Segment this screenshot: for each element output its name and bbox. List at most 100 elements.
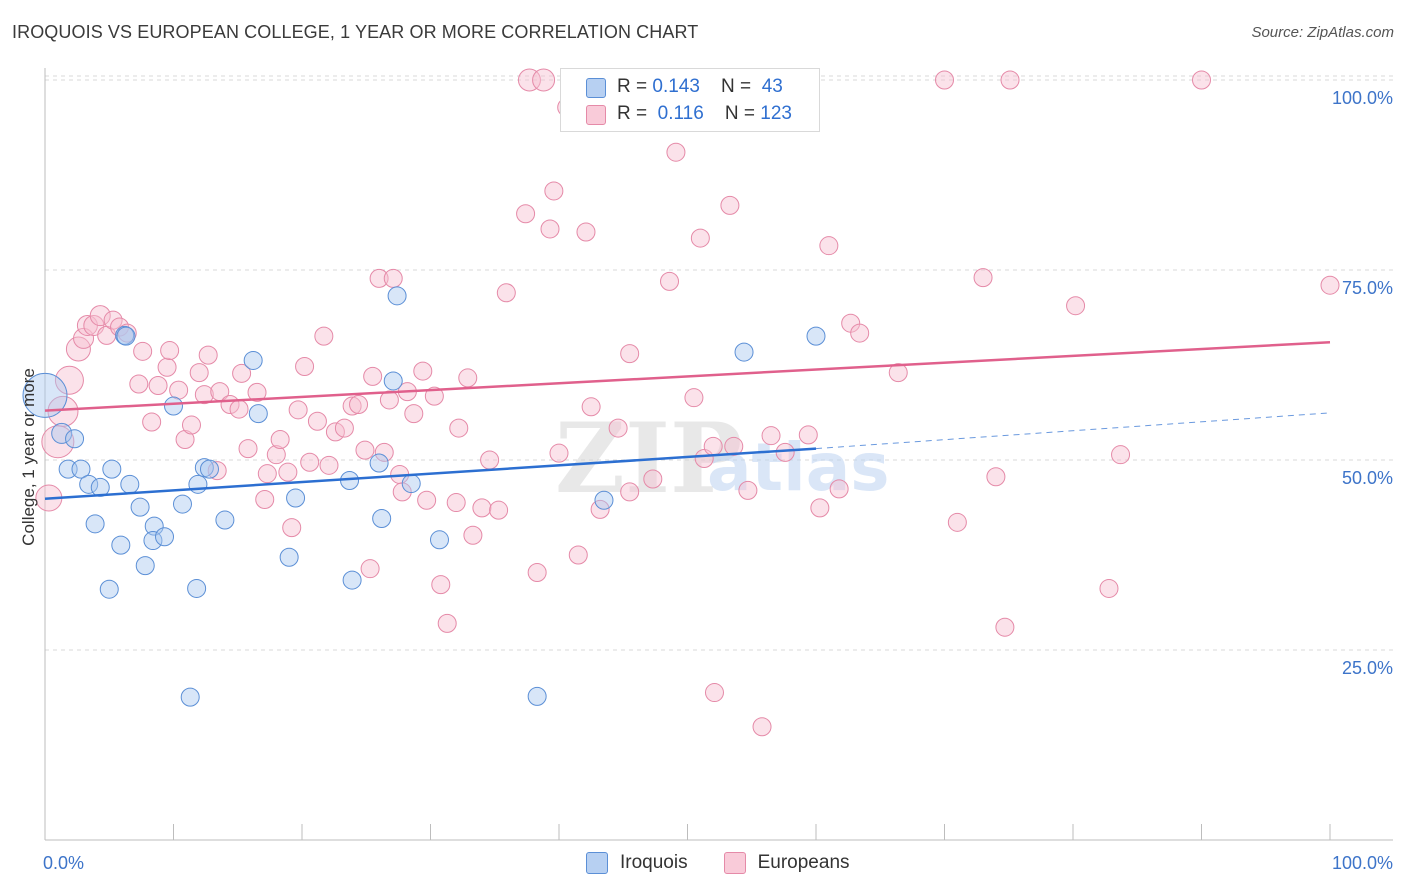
r-label: R = xyxy=(617,76,653,97)
europeans-point xyxy=(1000,70,1020,90)
iroquois-legend-label: Iroquois xyxy=(620,852,688,873)
europeans-point xyxy=(363,366,383,386)
europeans-trend-line xyxy=(44,340,1331,412)
europeans-point xyxy=(175,429,195,449)
europeans-point xyxy=(935,70,954,90)
europeans-point xyxy=(360,559,380,579)
europeans-point xyxy=(620,482,640,502)
europeans-point xyxy=(496,283,516,303)
europeans-point xyxy=(65,336,91,362)
europeans-point xyxy=(404,404,424,424)
europeans-point xyxy=(129,374,149,394)
europeans-point xyxy=(986,467,1006,487)
x-tick-label-min: 0.0% xyxy=(43,853,84,873)
iroquois-point xyxy=(164,396,183,416)
europeans-point xyxy=(829,479,849,499)
legend-item-europeans[interactable]: Europeans xyxy=(723,852,850,874)
europeans-point xyxy=(549,443,569,463)
watermark-atlas: atlas xyxy=(707,429,890,506)
iroquois-point xyxy=(135,556,155,576)
n-label: N = xyxy=(724,103,761,124)
chart-title: IROQUOIS VS EUROPEAN COLLEGE, 1 YEAR OR … xyxy=(12,22,699,42)
europeans-point xyxy=(278,462,298,482)
tick-labels: 25.0% 50.0% 75.0% 100.0% 0.0% 100.0% xyxy=(43,88,1393,873)
europeans-point xyxy=(374,442,394,462)
iroquois-trend-line xyxy=(44,447,817,501)
europeans-point xyxy=(266,445,286,465)
europeans-point xyxy=(720,195,740,215)
europeans-point xyxy=(133,341,153,361)
europeans-point xyxy=(449,418,469,438)
europeans-point xyxy=(300,452,320,472)
iroquois-point xyxy=(111,535,131,555)
europeans-point xyxy=(282,518,302,538)
europeans-point xyxy=(247,382,267,402)
y-tick-label: 75.0% xyxy=(1342,278,1393,298)
europeans-point xyxy=(89,305,111,327)
europeans-point xyxy=(142,412,162,432)
iroquois-point xyxy=(144,516,164,536)
europeans-point xyxy=(181,415,201,435)
iroquois-point xyxy=(286,488,306,508)
europeans-point xyxy=(532,68,556,92)
iroquois-point xyxy=(172,494,192,514)
iroquois-point xyxy=(372,509,392,529)
europeans-point xyxy=(810,498,830,518)
europeans-series xyxy=(35,68,1340,737)
europeans-point xyxy=(703,436,723,456)
x-tick-label-max: 100.0% xyxy=(1332,853,1393,873)
iroquois-point xyxy=(115,325,135,345)
europeans-point xyxy=(437,613,457,633)
iroquois-point xyxy=(143,531,163,551)
europeans-point xyxy=(798,425,818,445)
europeans-legend-label: Europeans xyxy=(757,852,850,873)
europeans-point xyxy=(54,365,84,395)
europeans-point xyxy=(342,396,362,416)
europeans-point xyxy=(704,683,724,703)
europeans-point xyxy=(255,490,275,510)
europeans-point xyxy=(724,436,744,456)
europeans-point xyxy=(431,575,451,595)
europeans-point xyxy=(576,222,596,242)
europeans-point xyxy=(752,717,772,737)
iroquois-point xyxy=(243,350,263,370)
europeans-point xyxy=(761,426,781,446)
iroquois-point xyxy=(248,404,268,424)
europeans-point xyxy=(379,390,399,410)
iroquois-point xyxy=(342,570,362,590)
europeans-point xyxy=(314,326,334,346)
axis-layer xyxy=(44,68,1393,841)
europeans-n-value: 123 xyxy=(760,103,792,124)
europeans-point xyxy=(157,357,177,377)
europeans-point xyxy=(307,411,327,431)
europeans-point xyxy=(581,397,601,417)
europeans-point xyxy=(355,440,375,460)
y-axis-label: College, 1 year or more xyxy=(19,368,38,546)
iroquois-point xyxy=(527,686,547,706)
europeans-point xyxy=(489,500,509,520)
europeans-point xyxy=(568,545,588,565)
europeans-point xyxy=(620,344,640,364)
iroquois-point xyxy=(180,687,200,707)
iroquois-point xyxy=(215,510,235,530)
europeans-point xyxy=(194,385,214,405)
europeans-point xyxy=(947,512,967,532)
europeans-point xyxy=(369,268,389,288)
europeans-point xyxy=(1099,578,1119,598)
europeans-point xyxy=(463,525,483,545)
europeans-point xyxy=(413,361,433,381)
iroquois-point xyxy=(734,342,754,362)
legend-item-iroquois[interactable]: Iroquois xyxy=(586,852,688,874)
iroquois-point xyxy=(594,490,614,510)
europeans-point xyxy=(458,368,478,388)
europeans-point xyxy=(446,493,466,513)
iroquois-n-value: 43 xyxy=(761,76,783,97)
europeans-point xyxy=(544,181,564,201)
iroquois-r-value: 0.143 xyxy=(652,76,700,97)
europeans-point xyxy=(850,323,870,343)
europeans-point xyxy=(1111,445,1131,465)
europeans-point xyxy=(238,439,258,459)
iroquois-point xyxy=(65,429,85,449)
europeans-point xyxy=(295,357,315,377)
